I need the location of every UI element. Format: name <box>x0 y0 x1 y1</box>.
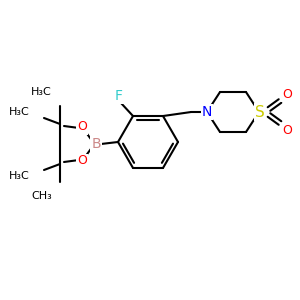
Text: CH₃: CH₃ <box>31 191 52 201</box>
Text: O: O <box>77 121 87 134</box>
Text: F: F <box>115 89 123 103</box>
Text: H₃C: H₃C <box>31 87 52 97</box>
Text: O: O <box>282 88 292 100</box>
Text: O: O <box>282 124 292 136</box>
Text: S: S <box>255 104 265 119</box>
Text: O: O <box>77 154 87 167</box>
Text: H₃C: H₃C <box>9 107 30 117</box>
Text: N: N <box>202 105 212 119</box>
Text: B: B <box>91 137 101 151</box>
Text: H₃C: H₃C <box>9 171 30 181</box>
